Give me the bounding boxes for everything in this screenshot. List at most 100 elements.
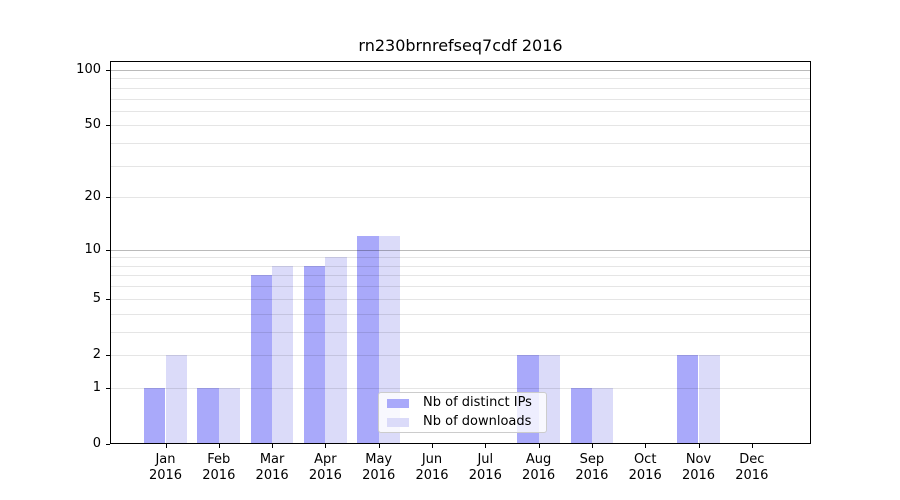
x-tick-mark (378, 444, 380, 448)
y-tick-mark (106, 70, 110, 71)
legend-label-distinct-ips: Nb of distinct IPs (423, 395, 532, 410)
legend-swatch-distinct-ips (387, 398, 409, 408)
gridline-minor (111, 197, 810, 199)
x-tick-label-oct: Oct 2016 (617, 452, 673, 484)
x-tick-label-may: May 2016 (351, 452, 407, 484)
x-tick-mark (272, 444, 274, 448)
bar-jan-distinct-ips (144, 387, 166, 443)
x-tick-label-jul: Jul 2016 (457, 452, 513, 484)
x-tick-month: Jun (421, 452, 443, 467)
x-tick-mark (218, 444, 220, 448)
bar-feb-downloads (218, 387, 241, 443)
bar-feb-distinct-ips (197, 387, 219, 443)
x-tick-mark (591, 444, 593, 448)
legend-item-distinct-ips: Nb of distinct IPs (387, 395, 538, 411)
bar-nov-distinct-ips (677, 354, 699, 443)
x-tick-month: Feb (207, 452, 231, 467)
gridline-minor (111, 286, 810, 288)
x-tick-mark (165, 444, 167, 448)
y-tick-mark (106, 444, 110, 445)
y-tick-mark (106, 249, 110, 251)
gridline-minor (111, 354, 810, 356)
x-tick-label-apr: Apr 2016 (297, 452, 353, 484)
y-tick-label: 50 (84, 117, 101, 133)
legend-item-downloads: Nb of downloads (387, 414, 538, 430)
x-tick-year: 2016 (255, 468, 289, 483)
gridline-minor (111, 387, 810, 389)
x-tick-year: 2016 (202, 468, 236, 483)
gridline-minor (111, 110, 810, 112)
x-tick-label-nov: Nov 2016 (671, 452, 727, 484)
bar-apr-distinct-ips (304, 265, 326, 443)
x-tick-label-sep: Sep 2016 (564, 452, 620, 484)
x-tick-label-mar: Mar 2016 (244, 452, 300, 484)
bar-may-downloads (378, 236, 401, 443)
x-tick-mark (538, 444, 540, 448)
gridline-minor (111, 165, 810, 167)
gridline-minor (111, 87, 810, 89)
x-tick-year: 2016 (522, 468, 556, 483)
y-tick-label: 2 (92, 346, 101, 362)
bar-mar-distinct-ips (250, 275, 273, 443)
x-tick-year: 2016 (735, 468, 769, 483)
x-tick-mark (432, 444, 433, 448)
gridline-major (111, 70, 810, 71)
x-tick-month: Jul (477, 452, 494, 467)
x-tick-month: Oct (633, 452, 657, 467)
gridline-minor (111, 331, 810, 333)
x-tick-year: 2016 (681, 468, 716, 483)
legend-swatch-downloads (387, 417, 409, 427)
bar-sep-downloads (591, 387, 614, 443)
x-tick-month: Aug (525, 452, 552, 467)
y-tick-mark (106, 387, 110, 389)
gridline-minor (111, 143, 810, 145)
x-tick-label-dec: Dec 2016 (724, 452, 780, 484)
y-tick-label: 100 (76, 62, 101, 77)
gridline-minor (111, 265, 810, 267)
x-tick-month: Mar (259, 452, 285, 467)
bar-may-distinct-ips (357, 236, 379, 443)
gridline-minor (111, 298, 810, 300)
chart-title: rn230brnrefseq7cdf 2016 (358, 36, 563, 55)
y-tick-mark (106, 197, 110, 199)
bar-jan-downloads (165, 354, 187, 443)
x-tick-month: Jan (155, 452, 176, 467)
gridline-minor (111, 78, 810, 80)
x-tick-mark (325, 444, 327, 448)
legend: Nb of distinct IPs Nb of downloads (378, 392, 547, 433)
y-tick-mark (106, 298, 110, 300)
x-tick-mark (751, 444, 753, 448)
gridline-minor (111, 313, 810, 315)
y-tick-label: 5 (92, 290, 101, 306)
y-tick-label: 1 (92, 379, 101, 395)
y-tick-label: 20 (84, 189, 101, 205)
x-tick-year: 2016 (628, 468, 662, 483)
bar-mar-downloads (272, 265, 294, 443)
x-tick-mark (485, 444, 487, 448)
x-tick-year: 2016 (468, 468, 502, 483)
gridline-minor (111, 257, 810, 259)
x-tick-month: Apr (314, 452, 337, 467)
x-tick-mark (698, 444, 700, 448)
y-tick-label: 10 (84, 241, 101, 257)
gridline-major (111, 249, 810, 251)
x-tick-year: 2016 (415, 468, 449, 483)
bar-sep-distinct-ips (570, 387, 592, 443)
x-tick-mark (645, 444, 647, 448)
x-tick-year: 2016 (575, 468, 609, 483)
legend-label-downloads: Nb of downloads (423, 414, 532, 429)
y-tick-mark (106, 354, 110, 356)
gridline-minor (111, 275, 810, 277)
y-tick-mark (106, 125, 110, 127)
x-tick-label-jun: Jun 2016 (404, 452, 460, 484)
x-tick-year: 2016 (148, 468, 183, 483)
x-tick-year: 2016 (308, 468, 342, 483)
gridline-minor (111, 125, 810, 127)
x-tick-month: May (365, 452, 393, 467)
gridline-minor (111, 98, 810, 100)
bar-nov-downloads (698, 354, 720, 443)
